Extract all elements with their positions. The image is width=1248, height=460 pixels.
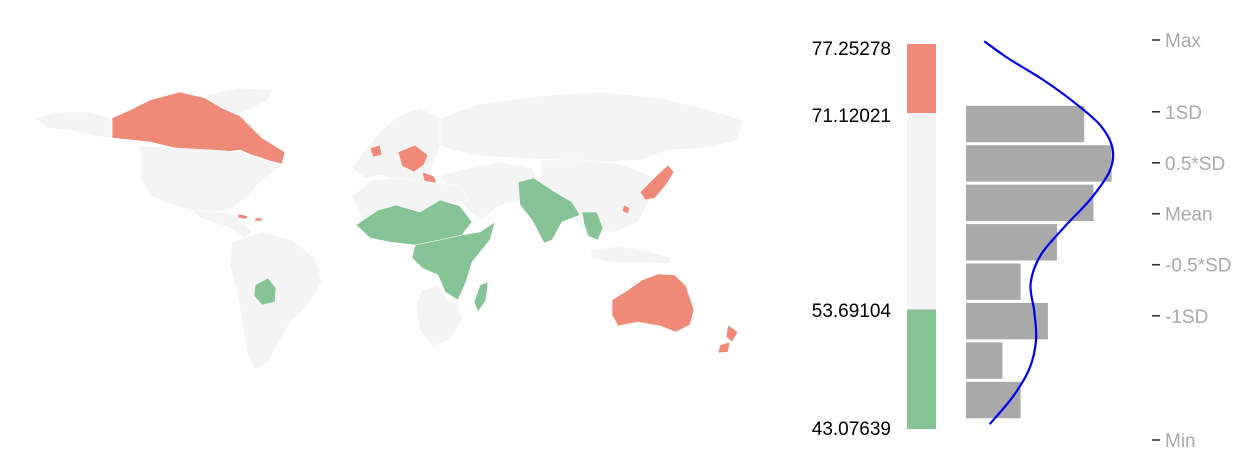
stat-label-0-5-sd: 0.5*SD <box>1165 154 1225 175</box>
stat-label-max: Max <box>1165 31 1201 52</box>
map-region-usa <box>139 145 283 213</box>
map-region-indonesia <box>589 245 673 265</box>
histogram-bar-4 <box>966 263 1021 300</box>
map-region-bolivia <box>253 277 277 306</box>
map-region-southeast-asia <box>581 211 604 241</box>
map-region-russia <box>439 91 743 163</box>
histogram <box>966 105 1112 419</box>
world-map <box>34 87 743 371</box>
scale-label-lower-threshold: 53.69104 <box>812 301 892 322</box>
stat-label-min: Min <box>1165 431 1196 452</box>
color-scale-bar <box>907 44 936 429</box>
scale-label-min: 43.07639 <box>812 419 891 440</box>
map-region-central-east-africa <box>411 221 496 301</box>
map-region-australia <box>611 273 695 333</box>
histogram-bar-2 <box>966 342 1003 379</box>
scale-band-low <box>907 309 936 429</box>
map-region-new-zealand <box>717 324 739 354</box>
histogram-bar-7 <box>966 145 1112 182</box>
density-curve-line <box>983 40 1115 425</box>
stat-label-1sd: -1SD <box>1165 307 1208 328</box>
map-region-alaska <box>34 111 113 139</box>
histogram-bar-1 <box>966 381 1021 419</box>
scale-band-high <box>907 44 936 114</box>
scale-band-neutral <box>907 113 936 310</box>
map-region-south-america <box>229 231 323 371</box>
map-region-south-asia <box>517 177 581 244</box>
stat-label-0-5-sd: -0.5*SD <box>1165 256 1232 277</box>
stat-label-mean: Mean <box>1165 205 1213 226</box>
scale-label-max: 77.25278 <box>812 39 891 60</box>
map-region-caribbean <box>237 213 263 222</box>
map-region-madagascar <box>473 281 489 313</box>
histogram-bar-6 <box>966 184 1094 222</box>
map-region-west-africa <box>355 199 473 246</box>
map-region-japan <box>621 164 675 215</box>
histogram-bar-8 <box>966 105 1085 143</box>
scale-label-upper-threshold: 71.12021 <box>812 106 891 127</box>
map-region-uk-ireland <box>369 144 383 158</box>
map-region-central-america <box>191 209 253 239</box>
stat-label-1sd: 1SD <box>1165 103 1202 124</box>
map-region-southern-africa <box>415 284 463 347</box>
histogram-bar-5 <box>966 224 1057 261</box>
stat-markers: Max 1SD 0.5*SD Mean -0.5*SD -1SD Min <box>1152 31 1232 452</box>
